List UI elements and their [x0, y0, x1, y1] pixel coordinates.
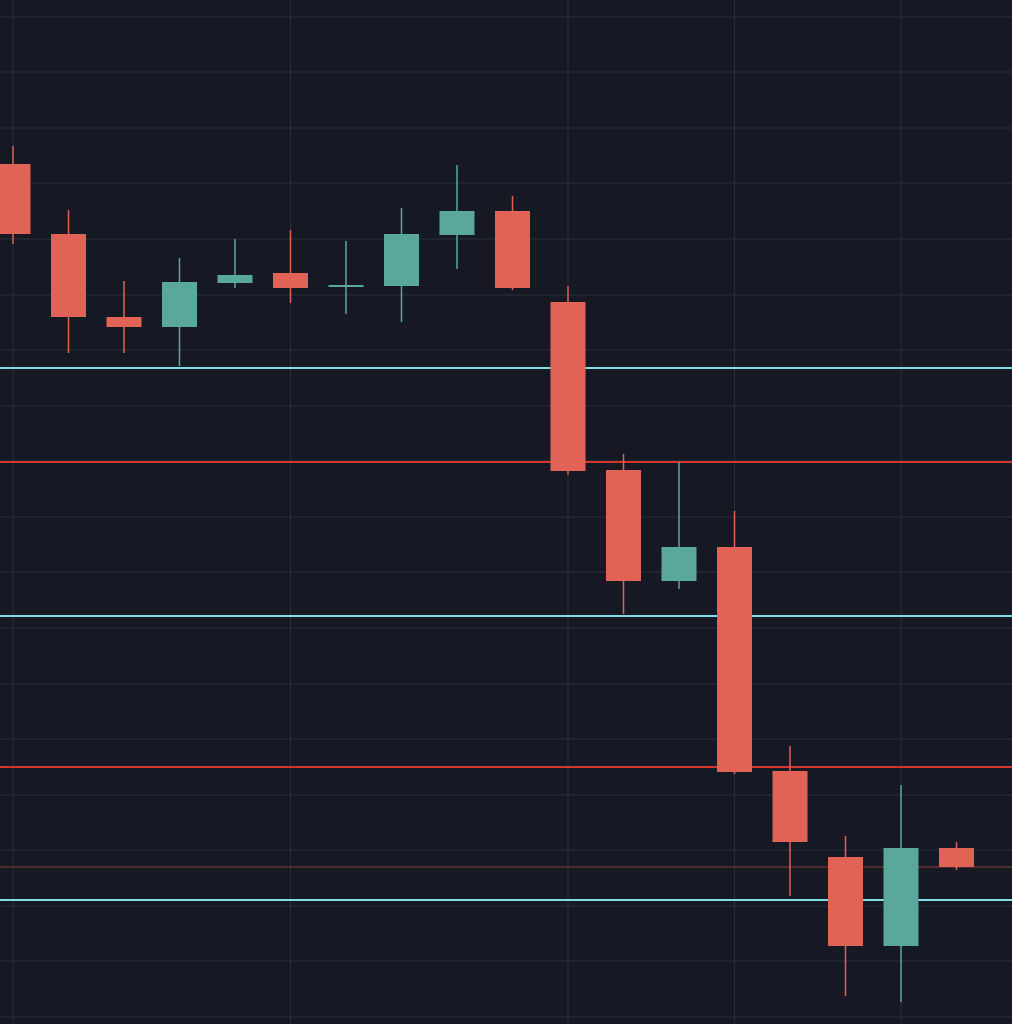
- candle[interactable]: [883, 785, 919, 1002]
- candle[interactable]: [661, 462, 697, 589]
- candle-body-down: [606, 470, 641, 581]
- candle-body-down: [772, 771, 808, 842]
- candle[interactable]: [273, 230, 308, 303]
- candle-body-up: [217, 275, 253, 283]
- candle-body-up: [328, 285, 364, 287]
- candle-body-down: [717, 547, 752, 772]
- candle-body-up: [162, 282, 197, 327]
- candle[interactable]: [606, 454, 641, 614]
- candle[interactable]: [106, 281, 142, 353]
- candle-body-down: [51, 234, 86, 317]
- candle-body-up: [883, 848, 919, 946]
- candle-body-up: [439, 211, 475, 235]
- candle[interactable]: [328, 241, 364, 314]
- candle[interactable]: [939, 842, 974, 870]
- candle-body-down: [106, 317, 142, 327]
- candle-body-down: [0, 164, 31, 234]
- candle[interactable]: [384, 208, 419, 322]
- candle[interactable]: [828, 836, 863, 996]
- candle-body-down: [273, 273, 308, 288]
- candle-body-down: [550, 302, 586, 471]
- candle-body-down: [939, 848, 974, 867]
- candle[interactable]: [550, 286, 586, 475]
- candle[interactable]: [439, 165, 475, 269]
- candle[interactable]: [217, 239, 253, 288]
- candle[interactable]: [51, 210, 86, 353]
- candle-body-down: [495, 211, 530, 288]
- candle[interactable]: [717, 511, 752, 774]
- candle[interactable]: [162, 258, 197, 366]
- candle[interactable]: [772, 746, 808, 896]
- candles-layer: [0, 146, 974, 1002]
- candle[interactable]: [495, 196, 530, 290]
- level-lines-layer: [0, 367, 1012, 901]
- candle-body-down: [828, 857, 863, 946]
- candle[interactable]: [0, 146, 31, 244]
- candle-body-up: [384, 234, 419, 286]
- candle-body-up: [661, 547, 697, 581]
